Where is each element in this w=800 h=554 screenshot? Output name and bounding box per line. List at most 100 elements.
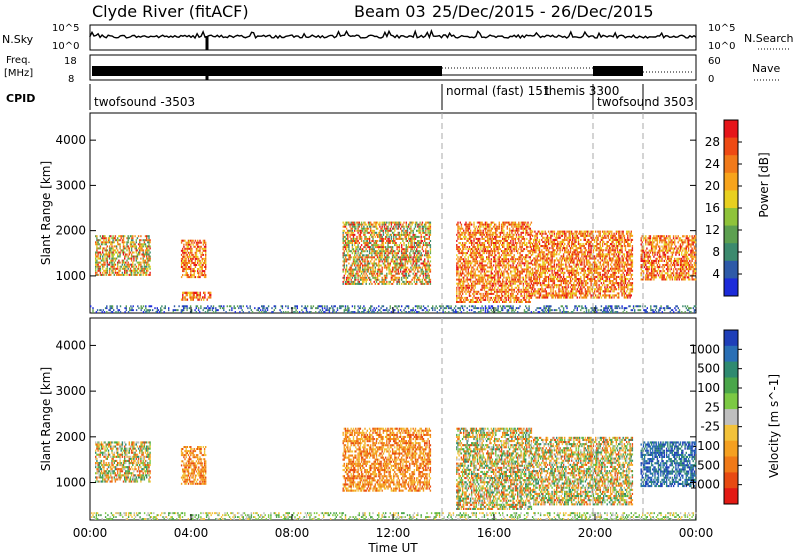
scatter-cell — [386, 250, 388, 253]
scatter-cell — [351, 246, 354, 249]
scatter-cell — [343, 244, 345, 247]
scatter-cell — [527, 246, 529, 248]
scatter-cell — [569, 290, 572, 293]
scatter-cell — [499, 296, 502, 299]
scatter-cell — [577, 232, 580, 235]
scatter-cell — [386, 280, 388, 283]
scatter-cell — [414, 272, 417, 275]
scatter-cell — [360, 223, 363, 226]
scatter-cell — [527, 282, 529, 285]
scatter-cell — [149, 257, 151, 260]
scatter-cell — [522, 262, 525, 265]
scatter-cell — [370, 270, 372, 273]
scatter-cell — [498, 235, 500, 238]
scatter-cell — [149, 255, 151, 258]
scatter-cell — [385, 260, 387, 263]
scatter-cell — [393, 242, 395, 244]
scatter-cell — [537, 269, 539, 272]
scatter-cell — [404, 264, 406, 267]
scatter-cell — [129, 269, 132, 272]
scatter-cell — [144, 251, 147, 254]
scatter-cell — [546, 253, 549, 256]
scatter-cell — [187, 259, 190, 262]
scatter-cell — [523, 292, 526, 295]
scatter-cell — [136, 271, 139, 274]
scatter-cell — [427, 268, 429, 271]
scatter-cell — [507, 252, 510, 255]
scatter-cell — [499, 284, 502, 287]
scatter-cell — [543, 282, 545, 285]
scatter-cell — [512, 235, 514, 238]
scatter-cell — [376, 268, 379, 271]
scatter-cell — [469, 280, 472, 283]
scatter-cell — [537, 267, 539, 270]
scatter-cell — [404, 260, 406, 263]
scatter-cell — [471, 276, 473, 279]
scatter-cell — [510, 264, 512, 267]
scatter-cell — [514, 242, 517, 244]
scatter-cell — [417, 256, 419, 259]
scatter-cell — [142, 239, 144, 242]
scatter-cell — [419, 266, 421, 269]
scatter-cell — [466, 252, 468, 255]
scatter-cell — [500, 294, 503, 297]
scatter-cell — [187, 268, 190, 270]
scatter-cell — [397, 272, 399, 275]
scatter-cell — [533, 286, 535, 289]
scatter-cell — [507, 223, 510, 226]
scatter-cell — [522, 299, 525, 301]
scatter-cell — [127, 237, 129, 240]
scatter-cell — [406, 270, 409, 273]
scatter-cell — [498, 294, 500, 297]
scatter-cell — [526, 280, 528, 283]
scatter-cell — [529, 262, 531, 265]
scatter-cell — [543, 267, 545, 270]
scatter-cell — [403, 231, 405, 234]
scatter-cell — [514, 266, 517, 269]
scatter-cell — [575, 257, 577, 260]
scatter-cell — [515, 276, 518, 279]
scatter-cell — [498, 227, 500, 230]
scatter-cell — [363, 250, 365, 253]
scatter-cell — [381, 246, 383, 249]
scatter-cell — [395, 270, 397, 273]
scatter-cell — [352, 225, 355, 228]
scatter-cell — [193, 291, 196, 294]
scatter-cell — [505, 276, 507, 279]
scatter-cell — [428, 280, 430, 283]
scatter-cell — [494, 231, 496, 234]
scatter-cell — [474, 248, 476, 251]
scatter-cell — [347, 274, 349, 277]
scatter-cell — [358, 274, 360, 277]
scatter-cell — [386, 276, 388, 279]
scatter-cell — [424, 266, 426, 269]
scatter-cell — [551, 257, 553, 260]
scatter-cell — [398, 221, 401, 224]
scatter-cell — [393, 231, 395, 234]
scatter-cell — [578, 243, 581, 246]
scatter-cell — [144, 239, 147, 242]
scatter-cell — [372, 276, 374, 279]
scatter-cell — [497, 246, 499, 248]
scatter-cell — [342, 248, 344, 251]
scatter-cell — [422, 227, 425, 230]
scatter-cell — [546, 265, 549, 268]
scatter-cell — [531, 245, 534, 248]
scatter-cell — [538, 265, 541, 268]
scatter-cell — [569, 271, 572, 274]
scatter-cell — [515, 286, 518, 289]
scatter-cell — [506, 246, 508, 248]
scatter-cell — [356, 260, 358, 263]
scatter-cell — [348, 250, 350, 253]
scatter-cell — [395, 242, 397, 244]
scatter-cell — [484, 250, 487, 253]
scatter-cell — [139, 261, 141, 264]
scatter-cell — [487, 292, 489, 295]
scatter-cell — [523, 223, 526, 226]
scatter-cell — [460, 286, 463, 289]
scatter-cell — [409, 268, 411, 271]
scatter-cell — [345, 244, 348, 247]
scatter-cell — [529, 276, 531, 279]
scatter-cell — [578, 280, 581, 283]
scatter-cell — [349, 235, 351, 238]
